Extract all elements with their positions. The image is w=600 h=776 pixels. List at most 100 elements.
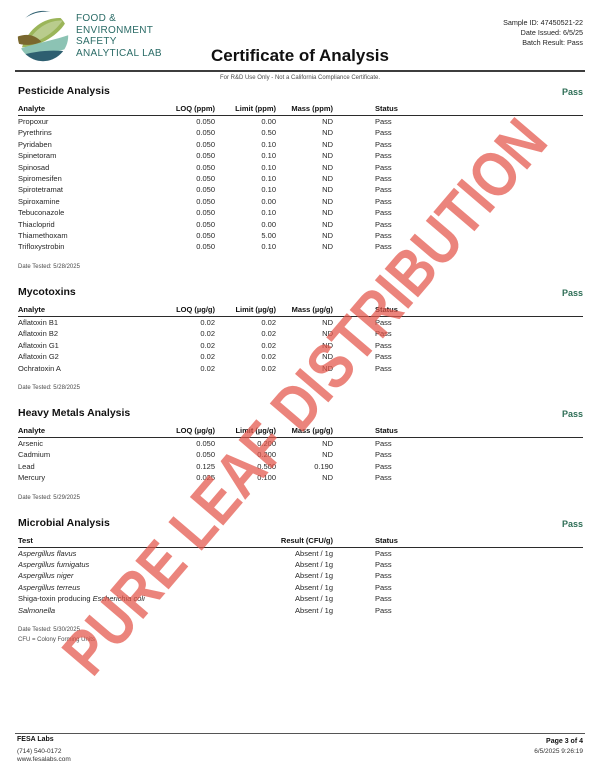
lab-name-line: FOOD & — [76, 13, 117, 24]
column-header: Status — [333, 102, 583, 116]
cell-limit: 0.10 — [261, 185, 276, 195]
microbial-table: Test Result (CFU/g) Status Aspergillus fla… — [18, 533, 583, 616]
pesticide-table: Analyte LOQ (ppm) Limit (ppm) Mass (ppm) Sta… — [18, 102, 583, 253]
cell-limit: 5.00 — [261, 231, 276, 241]
cell-result: Absent / 1g — [295, 594, 333, 604]
cell-status: Pass — [375, 139, 392, 149]
cell-status: Pass — [375, 582, 392, 592]
cell-limit: 0.100 — [257, 473, 276, 483]
section-header: Pesticide Analysis Pass — [18, 84, 583, 97]
column-header: Status — [333, 423, 583, 438]
cell-test: Aspergillus fumigatus — [18, 559, 90, 569]
cell-limit: 0.10 — [261, 242, 276, 252]
cell-limit: 0.00 — [261, 219, 276, 229]
cell-mass: ND — [322, 196, 333, 206]
cell-analyte: Aflatoxin G1 — [18, 340, 59, 350]
cell-limit: 0.10 — [261, 162, 276, 172]
table-row: Spinetoram 0.050 0.10 ND Pass — [18, 150, 583, 161]
cell-mass: ND — [322, 317, 333, 327]
cell-loq: 0.050 — [196, 219, 215, 229]
cell-limit: 0.10 — [261, 174, 276, 184]
cell-analyte: Pyridaben — [18, 139, 52, 149]
table-row: Thiacloprid 0.050 0.00 ND Pass — [18, 219, 583, 230]
cell-status: Pass — [375, 559, 392, 569]
cell-test: Shiga-toxin producing Escherichia coli — [18, 594, 145, 604]
cell-loq: 0.050 — [196, 185, 215, 195]
cell-analyte: Trifloxystrobin — [18, 242, 65, 252]
cell-status: Pass — [375, 352, 392, 362]
date-tested-note: Date Tested: 5/30/2025 — [18, 626, 80, 633]
cell-limit: 0.200 — [257, 438, 276, 448]
cell-analyte: Arsenic — [18, 438, 44, 448]
cell-limit: 0.50 — [261, 128, 276, 138]
sample-meta-line: Date Issued: 6/5/25 — [520, 28, 583, 37]
date-tested-note: Date Tested: 5/29/2025 — [18, 494, 80, 501]
cell-mass: ND — [322, 450, 333, 460]
cell-status: Pass — [375, 219, 392, 229]
cell-limit: 0.02 — [261, 363, 276, 373]
cell-analyte: Ochratoxin A — [18, 363, 61, 373]
cell-status: Pass — [375, 461, 392, 471]
cell-limit: 0.500 — [257, 461, 276, 471]
cfu-footnote: CFU = Colony Forming Units — [18, 636, 95, 643]
cell-result: Absent / 1g — [295, 548, 333, 558]
column-header: Test — [18, 533, 258, 548]
cell-status: Pass — [375, 438, 392, 448]
cell-status: Pass — [375, 329, 392, 339]
cell-mass: ND — [322, 128, 333, 138]
section-mycotoxins: Mycotoxins Pass Analyte LOQ (µg/g) Limit (… — [18, 285, 583, 391]
cell-status: Pass — [375, 450, 392, 460]
cell-analyte: Lead — [18, 461, 35, 471]
cell-result: Absent / 1g — [295, 571, 333, 581]
sample-meta-line: Sample ID: 47450521-22 — [503, 18, 583, 27]
cell-mass: ND — [322, 329, 333, 339]
cell-analyte: Spirotetramat — [18, 185, 64, 195]
cell-limit: 0.10 — [261, 151, 276, 161]
footer-phone: (714) 540-0172 — [17, 747, 62, 755]
table-row: Aspergillus fumigatus Absent / 1g Pass — [18, 559, 583, 570]
header-divider — [15, 70, 585, 72]
cell-status: Pass — [375, 340, 392, 350]
table-row: Thiamethoxam 0.050 5.00 ND Pass — [18, 230, 583, 241]
cell-status: Pass — [375, 196, 392, 206]
cell-mass: ND — [322, 174, 333, 184]
footer-lab-name: FESA Labs — [17, 736, 54, 743]
column-header: Status — [333, 533, 583, 548]
lab-name-line: ANALYTICAL LAB — [76, 47, 162, 59]
column-header: Mass (µg/g) — [276, 423, 333, 438]
cell-mass: ND — [322, 438, 333, 448]
table-header-row: Analyte LOQ (µg/g) Limit (µg/g) Mass (µg/g)… — [18, 302, 583, 317]
cell-status: Pass — [375, 548, 392, 558]
column-header: Analyte — [18, 302, 158, 317]
cell-limit: 0.02 — [261, 340, 276, 350]
table-row: Spiromesifen 0.050 0.10 ND Pass — [18, 173, 583, 184]
footer-divider — [15, 733, 585, 734]
cell-analyte: Pyrethrins — [18, 128, 52, 138]
cell-loq: 0.050 — [196, 117, 215, 126]
table-row: Trifloxystrobin 0.050 0.10 ND Pass — [18, 241, 583, 252]
table-row: Salmonella Absent / 1g Pass — [18, 605, 583, 616]
cell-status: Pass — [375, 162, 392, 172]
leaf-swirl-lab-logo-icon — [17, 10, 69, 62]
footer-lab-info: FESA Labs (714) 540-0172 www.fesalabs.co… — [17, 736, 71, 765]
cell-mass: ND — [322, 139, 333, 149]
cell-status: Pass — [375, 151, 392, 161]
mycotoxins-table: Analyte LOQ (µg/g) Limit (µg/g) Mass (µg/g)… — [18, 302, 583, 374]
table-row: Aspergillus terreus Absent / 1g Pass — [18, 582, 583, 593]
cell-limit: 0.00 — [261, 196, 276, 206]
cell-limit: 0.00 — [261, 117, 276, 126]
table-row: Aflatoxin G1 0.02 0.02 ND Pass — [18, 340, 583, 351]
cell-test: Aspergillus terreus — [18, 582, 81, 592]
section-heavy-metals: Heavy Metals Analysis Pass Analyte LOQ (µ… — [18, 406, 583, 501]
cell-status: Pass — [375, 594, 392, 604]
cell-test: Aspergillus niger — [18, 571, 74, 581]
cell-limit: 0.02 — [261, 317, 276, 327]
table-row: Aflatoxin G2 0.02 0.02 ND Pass — [18, 351, 583, 362]
column-header: LOQ (ppm) — [158, 102, 215, 116]
cell-loq: 0.125 — [196, 461, 215, 471]
table-row: Tebuconazole 0.050 0.10 ND Pass — [18, 207, 583, 218]
cell-status: Pass — [375, 117, 392, 126]
sample-meta-line: Batch Result: Pass — [522, 38, 583, 47]
cell-analyte: Aflatoxin B1 — [18, 317, 59, 327]
table-row: Spiroxamine 0.050 0.00 ND Pass — [18, 196, 583, 207]
